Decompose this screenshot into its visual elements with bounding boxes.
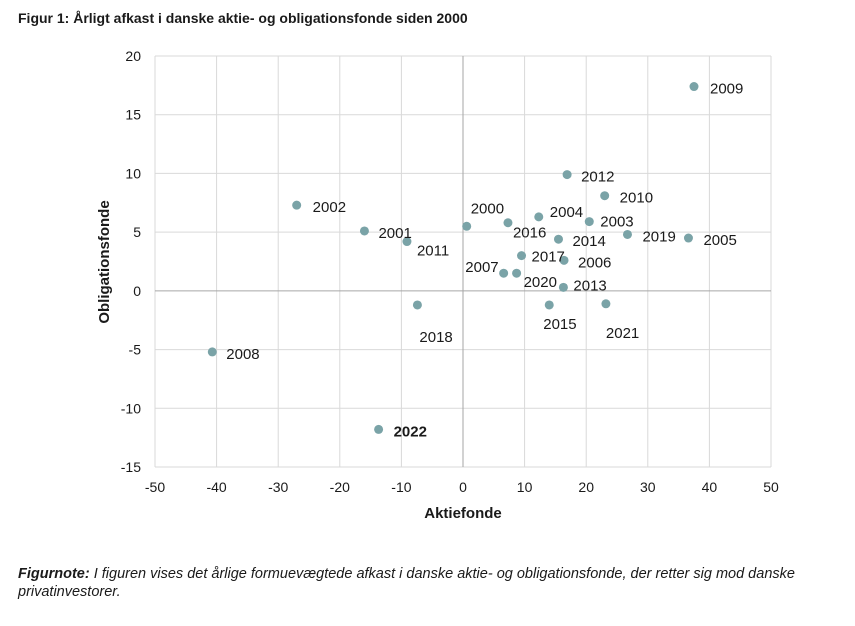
y-tick-label: -5 bbox=[129, 342, 142, 358]
y-tick-label: -10 bbox=[121, 400, 141, 416]
figure-note-label: Figurnote: bbox=[18, 566, 90, 582]
grid-lines bbox=[154, 55, 772, 468]
point-label-2022: 2022 bbox=[394, 423, 427, 440]
point-label-2012: 2012 bbox=[581, 169, 614, 186]
data-point-2015 bbox=[544, 300, 554, 310]
point-label-2016: 2016 bbox=[513, 225, 546, 242]
point-label-2003: 2003 bbox=[600, 214, 633, 231]
point-label-2001: 2001 bbox=[378, 225, 411, 242]
point-label-2015: 2015 bbox=[543, 316, 576, 333]
x-tick-label: 50 bbox=[763, 479, 779, 495]
x-tick-label: -10 bbox=[391, 479, 411, 495]
y-tick-label: 10 bbox=[125, 165, 141, 181]
figure-note-text: I figuren vises det årlige formuevægtede… bbox=[18, 566, 795, 600]
scatter-chart: -50 -40 -30 -20 -10 0 10 20 30 40 50-15-10-5051015… bbox=[96, 48, 779, 522]
point-label-2010: 2010 bbox=[620, 190, 653, 207]
data-point-2020 bbox=[512, 268, 522, 278]
point-label-2020: 2020 bbox=[524, 274, 557, 291]
y-tick-label: 20 bbox=[125, 48, 141, 64]
data-point-2019 bbox=[622, 229, 632, 239]
x-tick-label: -20 bbox=[330, 479, 350, 495]
tick-labels: -50 -40 -30 -20 -10 0 10 20 30 40 50-15-10-5051015… bbox=[121, 48, 779, 495]
x-tick-label: 40 bbox=[702, 479, 718, 495]
point-labels: 2000 2001 2002 2003 2004 2005 2006 2007 2008 2009… bbox=[226, 81, 743, 441]
figure-title: Figur 1: Årligt afkast i danske aktie- o… bbox=[18, 10, 468, 26]
x-tick-label: -50 bbox=[145, 479, 165, 495]
data-point-2008 bbox=[207, 347, 217, 357]
point-label-2006: 2006 bbox=[578, 254, 611, 271]
x-axis-label: Aktiefonde bbox=[424, 505, 502, 522]
data-point-2002 bbox=[292, 200, 302, 210]
data-point-2012 bbox=[562, 170, 572, 180]
x-tick-label: 10 bbox=[517, 479, 533, 495]
y-tick-label: 15 bbox=[125, 107, 141, 123]
point-label-2014: 2014 bbox=[572, 233, 605, 250]
point-label-2005: 2005 bbox=[703, 232, 736, 249]
data-point-2009 bbox=[689, 82, 699, 92]
data-point-2014 bbox=[553, 234, 563, 244]
point-label-2018: 2018 bbox=[419, 329, 452, 346]
data-point-2018 bbox=[412, 300, 422, 310]
x-tick-label: 20 bbox=[578, 479, 594, 495]
y-tick-label: -15 bbox=[121, 459, 141, 475]
data-point-2005 bbox=[683, 233, 693, 243]
point-label-2011: 2011 bbox=[417, 243, 449, 260]
zero-axes bbox=[155, 56, 771, 467]
y-axis-label: Obligationsfonde bbox=[96, 200, 113, 323]
figure-note: Figurnote: I figuren vises det årlige fo… bbox=[18, 565, 838, 601]
data-point-2010 bbox=[600, 191, 610, 201]
data-points bbox=[207, 82, 699, 434]
data-point-2006 bbox=[559, 255, 569, 265]
data-point-2004 bbox=[534, 212, 544, 222]
data-point-2003 bbox=[584, 217, 594, 227]
data-point-2016 bbox=[503, 218, 513, 228]
data-point-2007 bbox=[499, 268, 509, 278]
data-point-2011 bbox=[402, 237, 412, 247]
data-point-2021 bbox=[601, 299, 611, 309]
point-label-2008: 2008 bbox=[226, 346, 259, 363]
point-label-2000: 2000 bbox=[471, 200, 504, 217]
point-label-2009: 2009 bbox=[710, 81, 743, 98]
data-point-2017 bbox=[517, 251, 527, 261]
point-label-2004: 2004 bbox=[550, 204, 583, 221]
x-tick-label: -40 bbox=[206, 479, 226, 495]
data-point-2022 bbox=[374, 424, 384, 434]
point-label-2019: 2019 bbox=[642, 228, 675, 245]
point-label-2013: 2013 bbox=[573, 277, 606, 294]
y-tick-label: 0 bbox=[133, 283, 141, 299]
data-point-2001 bbox=[359, 226, 369, 236]
point-label-2017: 2017 bbox=[532, 249, 565, 266]
y-tick-label: 5 bbox=[133, 224, 141, 240]
point-label-2021: 2021 bbox=[606, 325, 639, 342]
x-tick-label: -30 bbox=[268, 479, 288, 495]
x-tick-label: 30 bbox=[640, 479, 656, 495]
point-label-2007: 2007 bbox=[465, 259, 498, 276]
data-point-2013 bbox=[558, 282, 568, 292]
data-point-2000 bbox=[462, 221, 472, 231]
x-tick-label: 0 bbox=[459, 479, 467, 495]
point-label-2002: 2002 bbox=[313, 199, 346, 216]
